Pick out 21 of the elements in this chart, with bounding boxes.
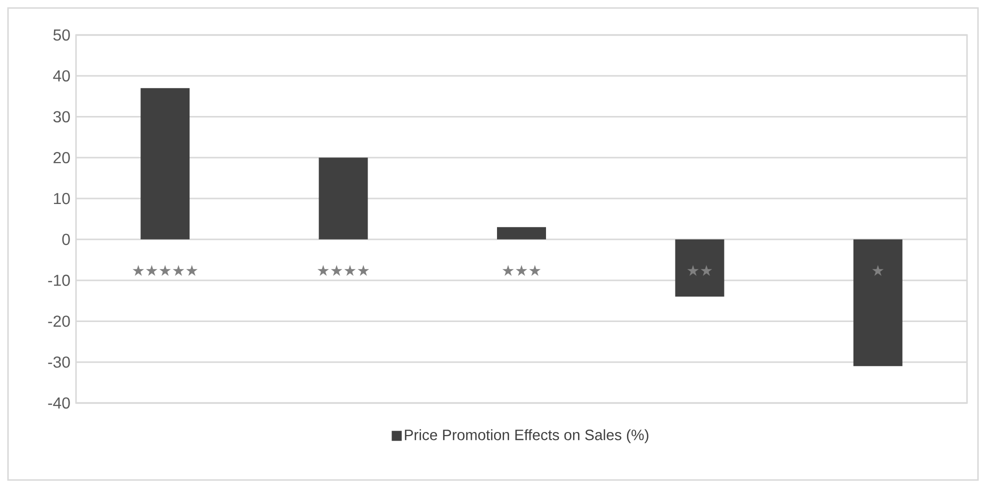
x-tick-label: ★★★★ [317, 265, 370, 276]
bar [675, 239, 724, 297]
bar [140, 88, 190, 240]
y-tick-label: 40 [53, 70, 70, 82]
y-tick-label: 20 [54, 152, 70, 164]
y-tick-label: -20 [48, 316, 70, 327]
legend-label: Price Promotion Effects on Sales (%) [404, 429, 648, 444]
y-tick-label: -30 [48, 356, 70, 368]
y-tick-label: 30 [53, 111, 70, 122]
bar [318, 158, 368, 240]
y-tick-label: 50 [53, 29, 70, 41]
y-tick-label: -10 [48, 274, 70, 286]
x-tick-label: ★★ [687, 265, 712, 276]
bar [497, 227, 546, 240]
y-tick-label: -40 [48, 397, 70, 409]
x-tick-label: ★ [872, 265, 884, 276]
x-tick-label: ★★★ [502, 265, 541, 276]
x-tick-label: ★★★★★ [132, 265, 198, 276]
bar [853, 239, 902, 366]
y-tick-label: 10 [54, 192, 70, 204]
y-tick-label: 0 [62, 234, 70, 246]
